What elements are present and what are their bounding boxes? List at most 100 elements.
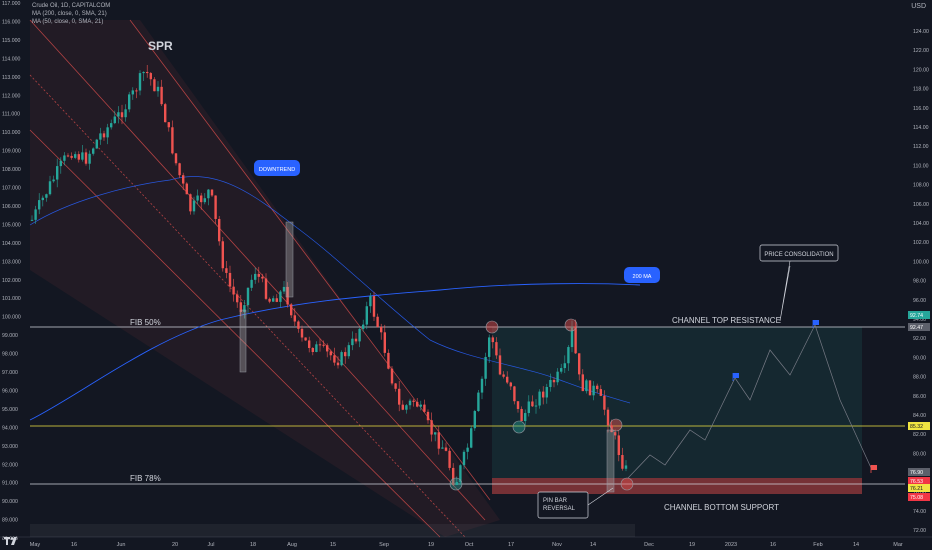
candle [268,297,271,304]
candle-body [290,304,293,316]
candle-body [516,401,520,409]
right-axis-tick: 72.00 [913,528,926,534]
candle [520,406,523,422]
candle-body [268,298,271,302]
x-axis-tick: 19 [428,542,434,548]
right-axis-tick: 98.00 [913,279,926,285]
candle-body [293,315,296,322]
candle [333,347,336,366]
candle [592,381,595,401]
x-axis-tick: May [30,542,41,548]
x-axis-tick: Mar [893,542,903,548]
left-axis-tick: 99.000 [2,333,18,339]
consolidation-zone [492,327,862,478]
right-axis-tick: 90.00 [913,355,926,361]
candle-body [340,352,343,366]
price-label: 76.21 [908,484,930,492]
candle-body [549,379,552,387]
candle-body [394,383,397,389]
candle-body [192,200,196,212]
candle-body [336,362,340,366]
candle [286,282,289,308]
candle-body [513,386,516,402]
candle [585,378,588,394]
candle [340,350,343,367]
right-axis-tick: 84.00 [913,413,926,419]
left-axis-tick: 117.000 [2,1,20,7]
candle-body [480,378,484,393]
candle-body [581,374,584,392]
symbol-title[interactable]: Crude Oil, 1D, CAPITALCOM [32,3,111,9]
right-axis-tick: 82.00 [913,432,926,438]
candle [156,81,160,97]
candle [513,385,516,405]
candle [178,162,181,179]
left-axis-tick: 115.000 [2,38,20,44]
highlight-box [606,429,615,493]
candle-body [131,90,134,95]
candle [282,281,286,294]
candle-body [297,321,300,329]
candle-body [239,302,242,312]
candle-body [214,195,217,219]
candle [171,120,174,155]
candle [437,425,440,455]
candle [221,237,224,272]
projection-path [627,324,873,479]
candle-body [588,380,592,396]
candle [426,409,430,424]
candle [567,345,570,371]
candle [232,278,235,302]
ma200-legend[interactable]: MA (200, close, 0, SMA, 21) [32,11,107,17]
candle [254,267,257,284]
candle [149,72,152,86]
candle [423,399,426,413]
candle-body [380,326,383,333]
price-label-bg [908,422,930,430]
candle-body [390,368,394,384]
candle-body [52,179,55,182]
fib78-label: FIB 78% [130,474,161,483]
candle [534,399,538,414]
candle-body [250,279,253,288]
candle-body [603,395,606,410]
candle [336,356,340,369]
flag-marker [732,373,739,381]
price-label-bg [908,311,930,319]
candle [383,324,386,357]
candle [131,87,134,100]
candle [95,138,98,149]
candle [498,348,502,376]
left-axis-tick: 93.000 [2,444,18,450]
candle-body [124,109,127,118]
candle [430,412,433,442]
candle-body [444,447,448,451]
candle [225,261,228,279]
candle-body [128,94,131,110]
x-axis-tick: 2023 [725,542,737,548]
ma50-legend[interactable]: MA (50, close, 0, SMA, 21) [32,19,104,25]
candle-body [426,411,430,421]
candle-body [106,127,109,138]
candle [390,365,394,386]
candle-body [88,153,91,164]
candle-body [189,194,192,212]
candle [236,290,239,308]
candle [124,104,127,122]
candle [549,373,552,392]
left-axis-tick: 94.000 [2,425,18,431]
candle-body [92,148,95,154]
candle-body [599,389,602,396]
x-axis-tick: 16 [770,542,776,548]
candle-body [236,294,239,303]
swing-circle [449,477,463,491]
right-axis-tick: 114.00 [913,125,929,131]
candle-body [318,344,322,346]
candles [30,64,628,487]
left-axis-tick: 107.000 [2,186,21,192]
candle [441,440,444,449]
candle [246,287,250,313]
candle-body [344,352,347,357]
left-axis-tick: 98.000 [2,352,18,358]
